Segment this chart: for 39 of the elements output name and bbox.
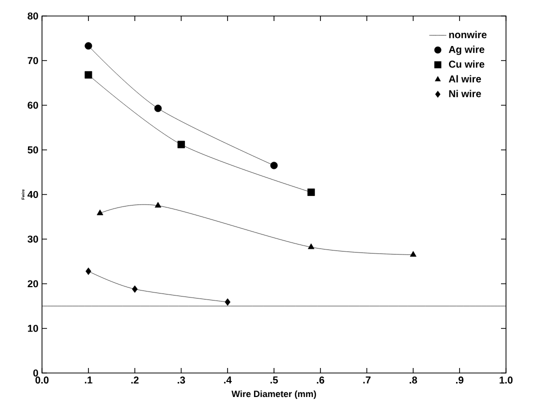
x-tick-label: .5: [270, 376, 278, 384]
x-tick-label: .6: [316, 376, 324, 384]
legend-label: Al wire: [448, 75, 481, 82]
legend-label: Ni wire: [449, 90, 481, 98]
point: [410, 251, 416, 257]
x-tick-label: .9: [456, 376, 464, 384]
x-tick-label: .7: [363, 376, 371, 384]
y-tick-label: 10: [28, 324, 38, 332]
point: [307, 188, 315, 196]
y-tick-label: 70: [28, 57, 38, 64]
legend-label: Cu wire: [448, 60, 484, 68]
point: [132, 285, 138, 293]
point: [224, 298, 230, 306]
y-tick-label: 0: [33, 369, 38, 377]
x-tick-label: .1: [84, 376, 92, 384]
point: [270, 162, 278, 170]
point: [86, 268, 92, 275]
x-tick-label: .2: [131, 376, 139, 384]
x-tick-label: .8: [410, 376, 418, 384]
point: [154, 202, 162, 208]
x-tick-label: 0.0: [35, 376, 49, 384]
y-tick-label: 20: [28, 280, 38, 288]
y-tick-label: 60: [28, 102, 38, 109]
y-tick-label: 40: [28, 190, 38, 198]
x-tick-label: 1.0: [500, 376, 513, 384]
point: [84, 71, 92, 79]
x-tick-label: .4: [224, 376, 232, 384]
point: [308, 243, 314, 250]
x-tick-label: .3: [178, 376, 186, 384]
point: [96, 210, 104, 216]
point: [178, 140, 185, 148]
legend-label: nonwire: [449, 30, 487, 38]
y-tick-label: 80: [28, 12, 38, 20]
point: [84, 42, 92, 50]
legend-label: Ag wire: [448, 46, 484, 56]
y-tick-label: 50: [28, 146, 38, 154]
x-axis-title: Wire Diameter (mm): [232, 390, 316, 399]
y-tick-label: 30: [28, 236, 38, 243]
point: [154, 104, 162, 112]
